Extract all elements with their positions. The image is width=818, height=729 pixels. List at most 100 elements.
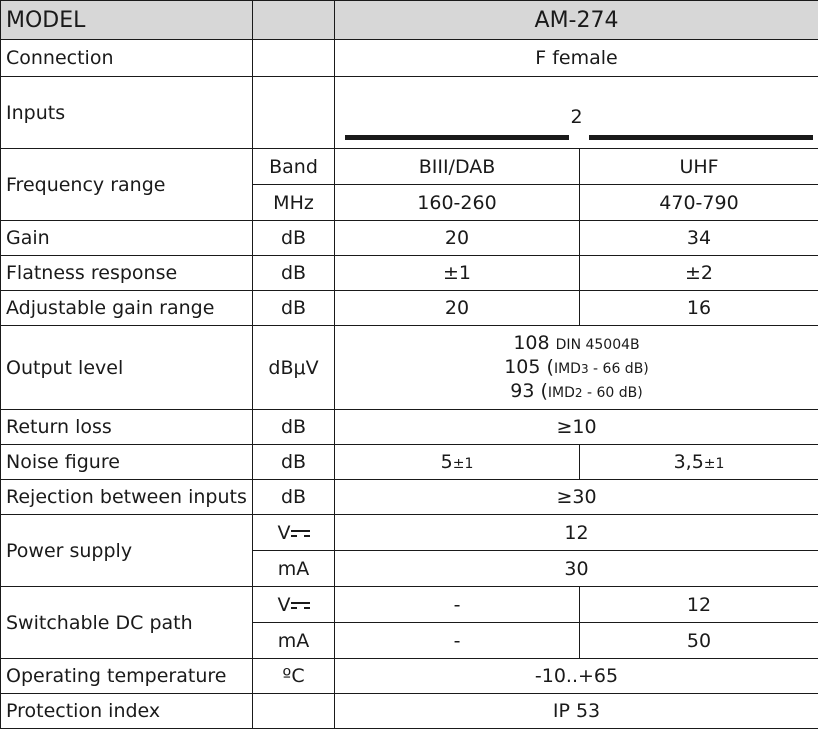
mhz-2: 470-790 [580,185,818,221]
noise-value-2: 3,5 [674,451,704,473]
flatness-value-1: ±1 [335,256,580,291]
output-note-3b: - 60 dB) [583,385,643,401]
connection-unit-cell [253,40,335,77]
dc-path-current-unit: mA [253,623,335,659]
output-level-label: Output level [1,326,253,410]
protection-value: IP 53 [335,694,818,729]
return-loss-label: Return loss [1,410,253,445]
flatness-label: Flatness response [1,256,253,291]
band-1: BIII/DAB [335,149,580,185]
output-level-unit: dBμV [253,326,335,410]
mhz-unit: MHz [253,185,335,221]
noise-figure-row: Noise figure dB 5±1 3,5±1 [1,445,818,480]
dc-path-voltage-1: - [335,587,580,623]
flatness-unit: dB [253,256,335,291]
power-current-unit: mA [253,551,335,587]
temperature-value: -10..+65 [335,659,818,694]
output-value-3: 93 [510,380,534,402]
protection-label: Protection index [1,694,253,729]
adjustable-gain-value-2: 16 [580,291,818,326]
header-blank-cell [253,1,335,40]
flatness-value-2: ±2 [580,256,818,291]
inputs-unit-cell [253,77,335,149]
dc-path-voltage-2: 12 [580,587,818,623]
inputs-label: Inputs [1,77,253,149]
mhz-1: 160-260 [335,185,580,221]
rejection-unit: dB [253,480,335,515]
dc-path-voltage-unit-letter: V [278,594,291,616]
band-2: UHF [580,149,818,185]
temperature-row: Operating temperature ºC -10..+65 [1,659,818,694]
noise-figure-unit: dB [253,445,335,480]
header-row: MODEL AM-274 [1,1,818,40]
noise-figure-label: Noise figure [1,445,253,480]
output-line-2: 105 (IMD3 - 66 dB) [335,356,818,380]
output-note-1: DIN 45004B [556,337,640,353]
model-label: MODEL [1,1,253,40]
adjustable-gain-value-1: 20 [335,291,580,326]
temperature-unit: ºC [253,659,335,694]
inputs-value-cell: 2 [335,77,818,149]
temperature-label: Operating temperature [1,659,253,694]
output-level-values: 108 DIN 45004B 105 (IMD3 - 66 dB) 93 (IM… [335,326,818,410]
output-note-3-open: ( [541,380,548,402]
dc-path-voltage-unit: V [253,587,335,623]
power-supply-voltage-row: Power supply V 12 [1,515,818,551]
dc-symbol-icon [291,601,310,610]
output-note-2-sub: 3 [581,362,589,376]
adjustable-gain-label: Adjustable gain range [1,291,253,326]
power-voltage-unit: V [253,515,335,551]
inputs-value: 2 [570,106,582,128]
output-line-3: 93 (IMD2 - 60 dB) [335,380,818,404]
connection-label: Connection [1,40,253,77]
input-1-line [345,135,569,140]
output-note-2b: - 66 dB) [589,361,649,377]
output-line-1: 108 DIN 45004B [335,332,818,356]
return-loss-row: Return loss dB ≥10 [1,410,818,445]
gain-label: Gain [1,221,253,256]
connection-value: F female [335,40,818,77]
power-current-value: 30 [335,551,818,587]
adjustable-gain-unit: dB [253,291,335,326]
dc-path-voltage-row: Switchable DC path V - 12 [1,587,818,623]
protection-row: Protection index IP 53 [1,694,818,729]
gain-value-1: 20 [335,221,580,256]
output-note-3-sub: 2 [575,386,583,400]
dc-path-current-2: 50 [580,623,818,659]
power-supply-label: Power supply [1,515,253,587]
band-unit: Band [253,149,335,185]
power-voltage-value: 12 [335,515,818,551]
output-level-row: Output level dBμV 108 DIN 45004B 105 (IM… [1,326,818,410]
noise-value-1: 5 [441,451,453,473]
dc-path-label: Switchable DC path [1,587,253,659]
output-note-2-open: ( [547,356,554,378]
output-note-3a: IMD [548,385,575,401]
noise-tolerance-2: ±1 [704,456,725,472]
rejection-row: Rejection between inputs dB ≥30 [1,480,818,515]
noise-figure-value-2: 3,5±1 [580,445,818,480]
protection-unit-cell [253,694,335,729]
adjustable-gain-row: Adjustable gain range dB 20 16 [1,291,818,326]
input-2-line [589,135,813,140]
rejection-value: ≥30 [335,480,818,515]
frequency-label: Frequency range [1,149,253,221]
rejection-label: Rejection between inputs [1,480,253,515]
power-voltage-unit-letter: V [278,522,291,544]
inputs-row: Inputs 2 [1,77,818,149]
gain-value-2: 34 [580,221,818,256]
gain-unit: dB [253,221,335,256]
return-loss-value: ≥10 [335,410,818,445]
noise-figure-value-1: 5±1 [335,445,580,480]
dc-symbol-icon [291,529,310,538]
flatness-row: Flatness response dB ±1 ±2 [1,256,818,291]
frequency-band-row: Frequency range Band BIII/DAB UHF [1,149,818,185]
gain-row: Gain dB 20 34 [1,221,818,256]
model-value: AM-274 [335,1,818,40]
connection-row: Connection F female [1,40,818,77]
return-loss-unit: dB [253,410,335,445]
output-value-1: 108 [513,332,549,354]
noise-tolerance-1: ±1 [453,456,474,472]
output-value-2: 105 [504,356,540,378]
dc-path-current-1: - [335,623,580,659]
